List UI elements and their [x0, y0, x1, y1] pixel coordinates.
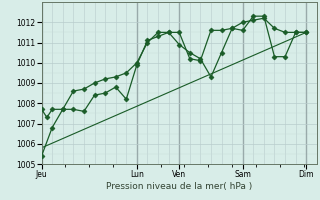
X-axis label: Pression niveau de la mer( hPa ): Pression niveau de la mer( hPa ): [106, 182, 252, 191]
